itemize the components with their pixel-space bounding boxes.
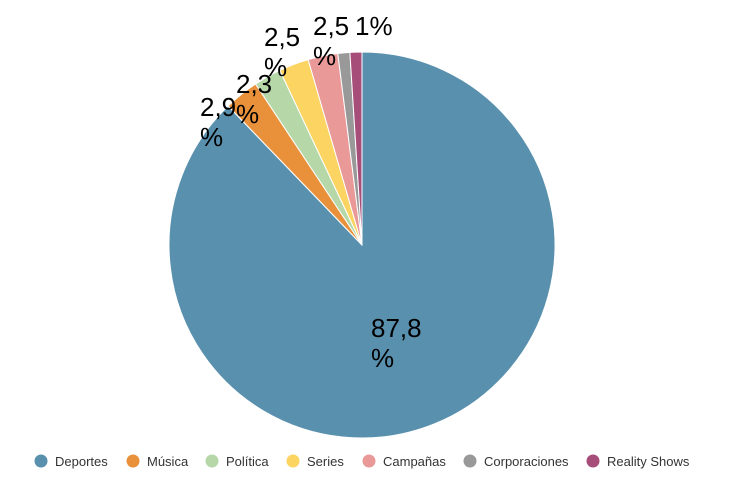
legend-item-politica[interactable]: Política [205,454,270,469]
slice-label-musica: 2,9% [200,92,236,152]
pie-slices [168,51,556,439]
legend-marker-corporaciones [463,454,477,468]
legend-marker-campanas [362,454,376,468]
legend-label-politica: Política [226,454,269,469]
legend: Deportes Música Política Series Campañas Corp… [34,454,690,469]
legend-item-reality-shows[interactable]: Reality Shows [586,454,690,469]
legend-label-campanas: Campañas [383,454,446,469]
legend-marker-politica [205,454,219,468]
legend-marker-reality-shows [586,454,600,468]
legend-label-corporaciones: Corporaciones [484,454,569,469]
slice-label-series: 2,5% [264,22,300,82]
slice-label-corporaciones: 1% [355,11,393,41]
slice-label-deportes: 87,8% [371,313,422,373]
legend-item-deportes[interactable]: Deportes [34,454,109,469]
legend-item-musica[interactable]: Música [126,454,189,469]
slice-label-campanas: 2,5% [313,11,349,71]
legend-item-corporaciones[interactable]: Corporaciones [463,454,570,469]
legend-marker-deportes [34,454,48,468]
legend-marker-series [286,454,300,468]
legend-label-deportes: Deportes [55,454,108,469]
legend-label-reality-shows: Reality Shows [607,454,690,469]
slice-labels: 87,8 %2,9 %2,3 %2,5 %2,5 %1% [200,11,422,373]
legend-label-musica: Música [147,454,189,469]
pie-slice-reality-shows [349,51,363,246]
legend-item-series[interactable]: Series [286,454,345,469]
slice-label-politica: 2,3% [236,69,272,129]
legend-label-series: Series [307,454,344,469]
legend-marker-musica [126,454,140,468]
legend-item-campanas[interactable]: Campañas [362,454,447,469]
